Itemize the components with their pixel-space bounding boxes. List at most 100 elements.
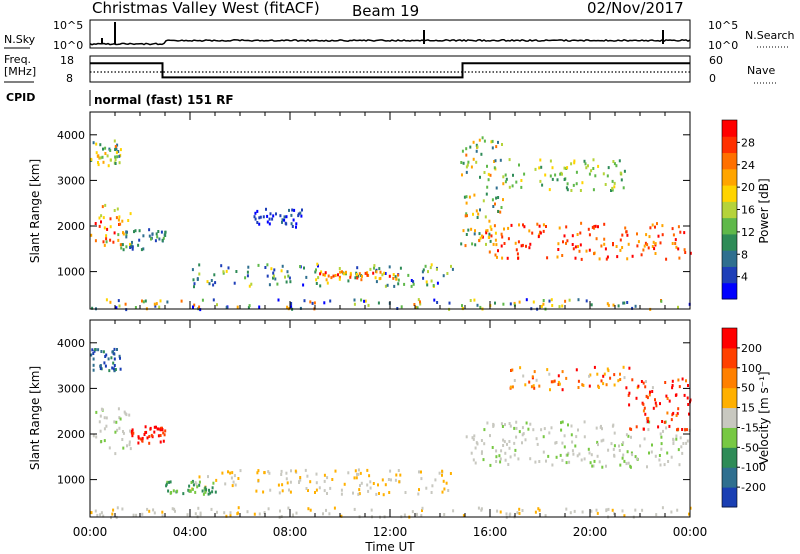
scatter-cell [161,514,164,518]
scatter-cell [617,304,620,308]
scatter-cell [443,487,446,491]
scatter-cell [538,224,541,228]
scatter-cell [313,301,316,305]
scatter-cell [499,457,502,461]
scatter-cell [118,426,121,430]
scatter-cell [654,398,656,402]
scatter-cell [160,230,163,234]
scatter-cell [556,178,559,182]
scatter-cell [676,508,679,512]
scatter-cell [561,441,564,445]
scatter-cell [94,222,97,225]
scatter-cell [285,471,288,475]
scatter-cell [206,280,209,284]
scatter-cell [548,299,551,303]
scatter-cell [494,253,497,257]
scatter-cell [560,421,562,425]
scatter-cell [138,229,141,233]
scatter-cell [473,232,476,236]
scatter-cell [410,279,413,282]
scatter-cell [305,487,308,490]
scatter-cell [662,429,664,433]
scatter-cell [141,299,143,303]
scatter-cell [381,478,384,482]
colorbar-swatch [722,387,737,409]
scatter-cell [272,276,274,280]
scatter-cell [234,483,237,487]
scatter-cell [99,513,102,517]
scatter-cell [154,239,157,243]
scatter-cell [99,156,102,160]
scatter-cell [159,440,162,444]
scatter-cell [462,229,465,233]
scatter-cell [591,225,594,229]
scatter-cell [488,219,491,223]
scatter-cell [340,488,343,492]
scatter-cell [528,380,531,384]
scatter-cell [649,226,652,230]
scatter-cell [623,376,626,380]
scatter-cell [542,302,545,306]
scatter-cell [642,381,645,385]
scatter-cell [577,245,579,248]
scatter-cell [603,237,606,241]
scatter-cell [115,147,118,151]
scatter-cell [442,479,445,483]
scatter-cell [630,451,633,455]
scatter-cell [299,478,302,482]
scatter-cell [631,306,634,310]
scatter-cell [299,306,302,310]
scatter-cell [563,234,566,238]
scatter-cell [613,162,616,166]
scatter-cell [497,140,499,144]
scatter-cell [626,450,629,454]
scatter-cell [676,428,678,432]
scatter-cell [606,255,609,259]
scatter-cell [482,458,485,462]
scatter-cell [207,475,209,479]
scatter-cell [127,219,130,222]
scatter-cell [468,195,471,199]
scatter-cell [205,488,208,492]
scatter-cell [381,273,384,277]
scatter-cell [551,177,554,181]
scatter-cell [585,249,588,253]
scatter-cell [131,240,133,244]
scatter-cell [651,386,654,390]
scatter-cell [678,463,681,467]
scatter-cell [165,484,168,488]
scatter-cell [689,251,692,255]
scatter-cell [480,507,483,511]
scatter-cell [507,237,510,241]
scatter-cell [496,255,498,259]
scatter-cell [277,298,280,302]
scatter-cell [477,506,480,510]
cpid-label: CPID [6,91,35,104]
scatter-cell [315,278,318,282]
scatter-cell [277,483,280,487]
scatter-cell [300,214,303,218]
scatter-cell [390,478,392,482]
scatter-cell [609,376,612,380]
scatter-cell [104,152,107,155]
scatter-cell [104,146,107,150]
scatter-cell [658,454,661,457]
scatter-cell [576,233,579,236]
scatter-cell [109,158,112,162]
scatter-cell [504,180,507,184]
scatter-cell [96,513,99,517]
scatter-cell [626,257,629,261]
scatter-cell [498,454,501,458]
scatter-cell [213,273,216,277]
scatter-cell [587,227,590,231]
scatter-cell [611,186,614,190]
scatter-cell [549,159,552,163]
scatter-cell [580,257,583,261]
scatter-cell [315,268,317,272]
scatter-cell [464,244,467,248]
scatter-cell [631,453,634,457]
colorbar-tick-label: 16 [741,204,755,217]
scatter-cell [92,368,95,372]
scatter-cell [472,140,475,144]
scatter-cell [254,211,257,215]
